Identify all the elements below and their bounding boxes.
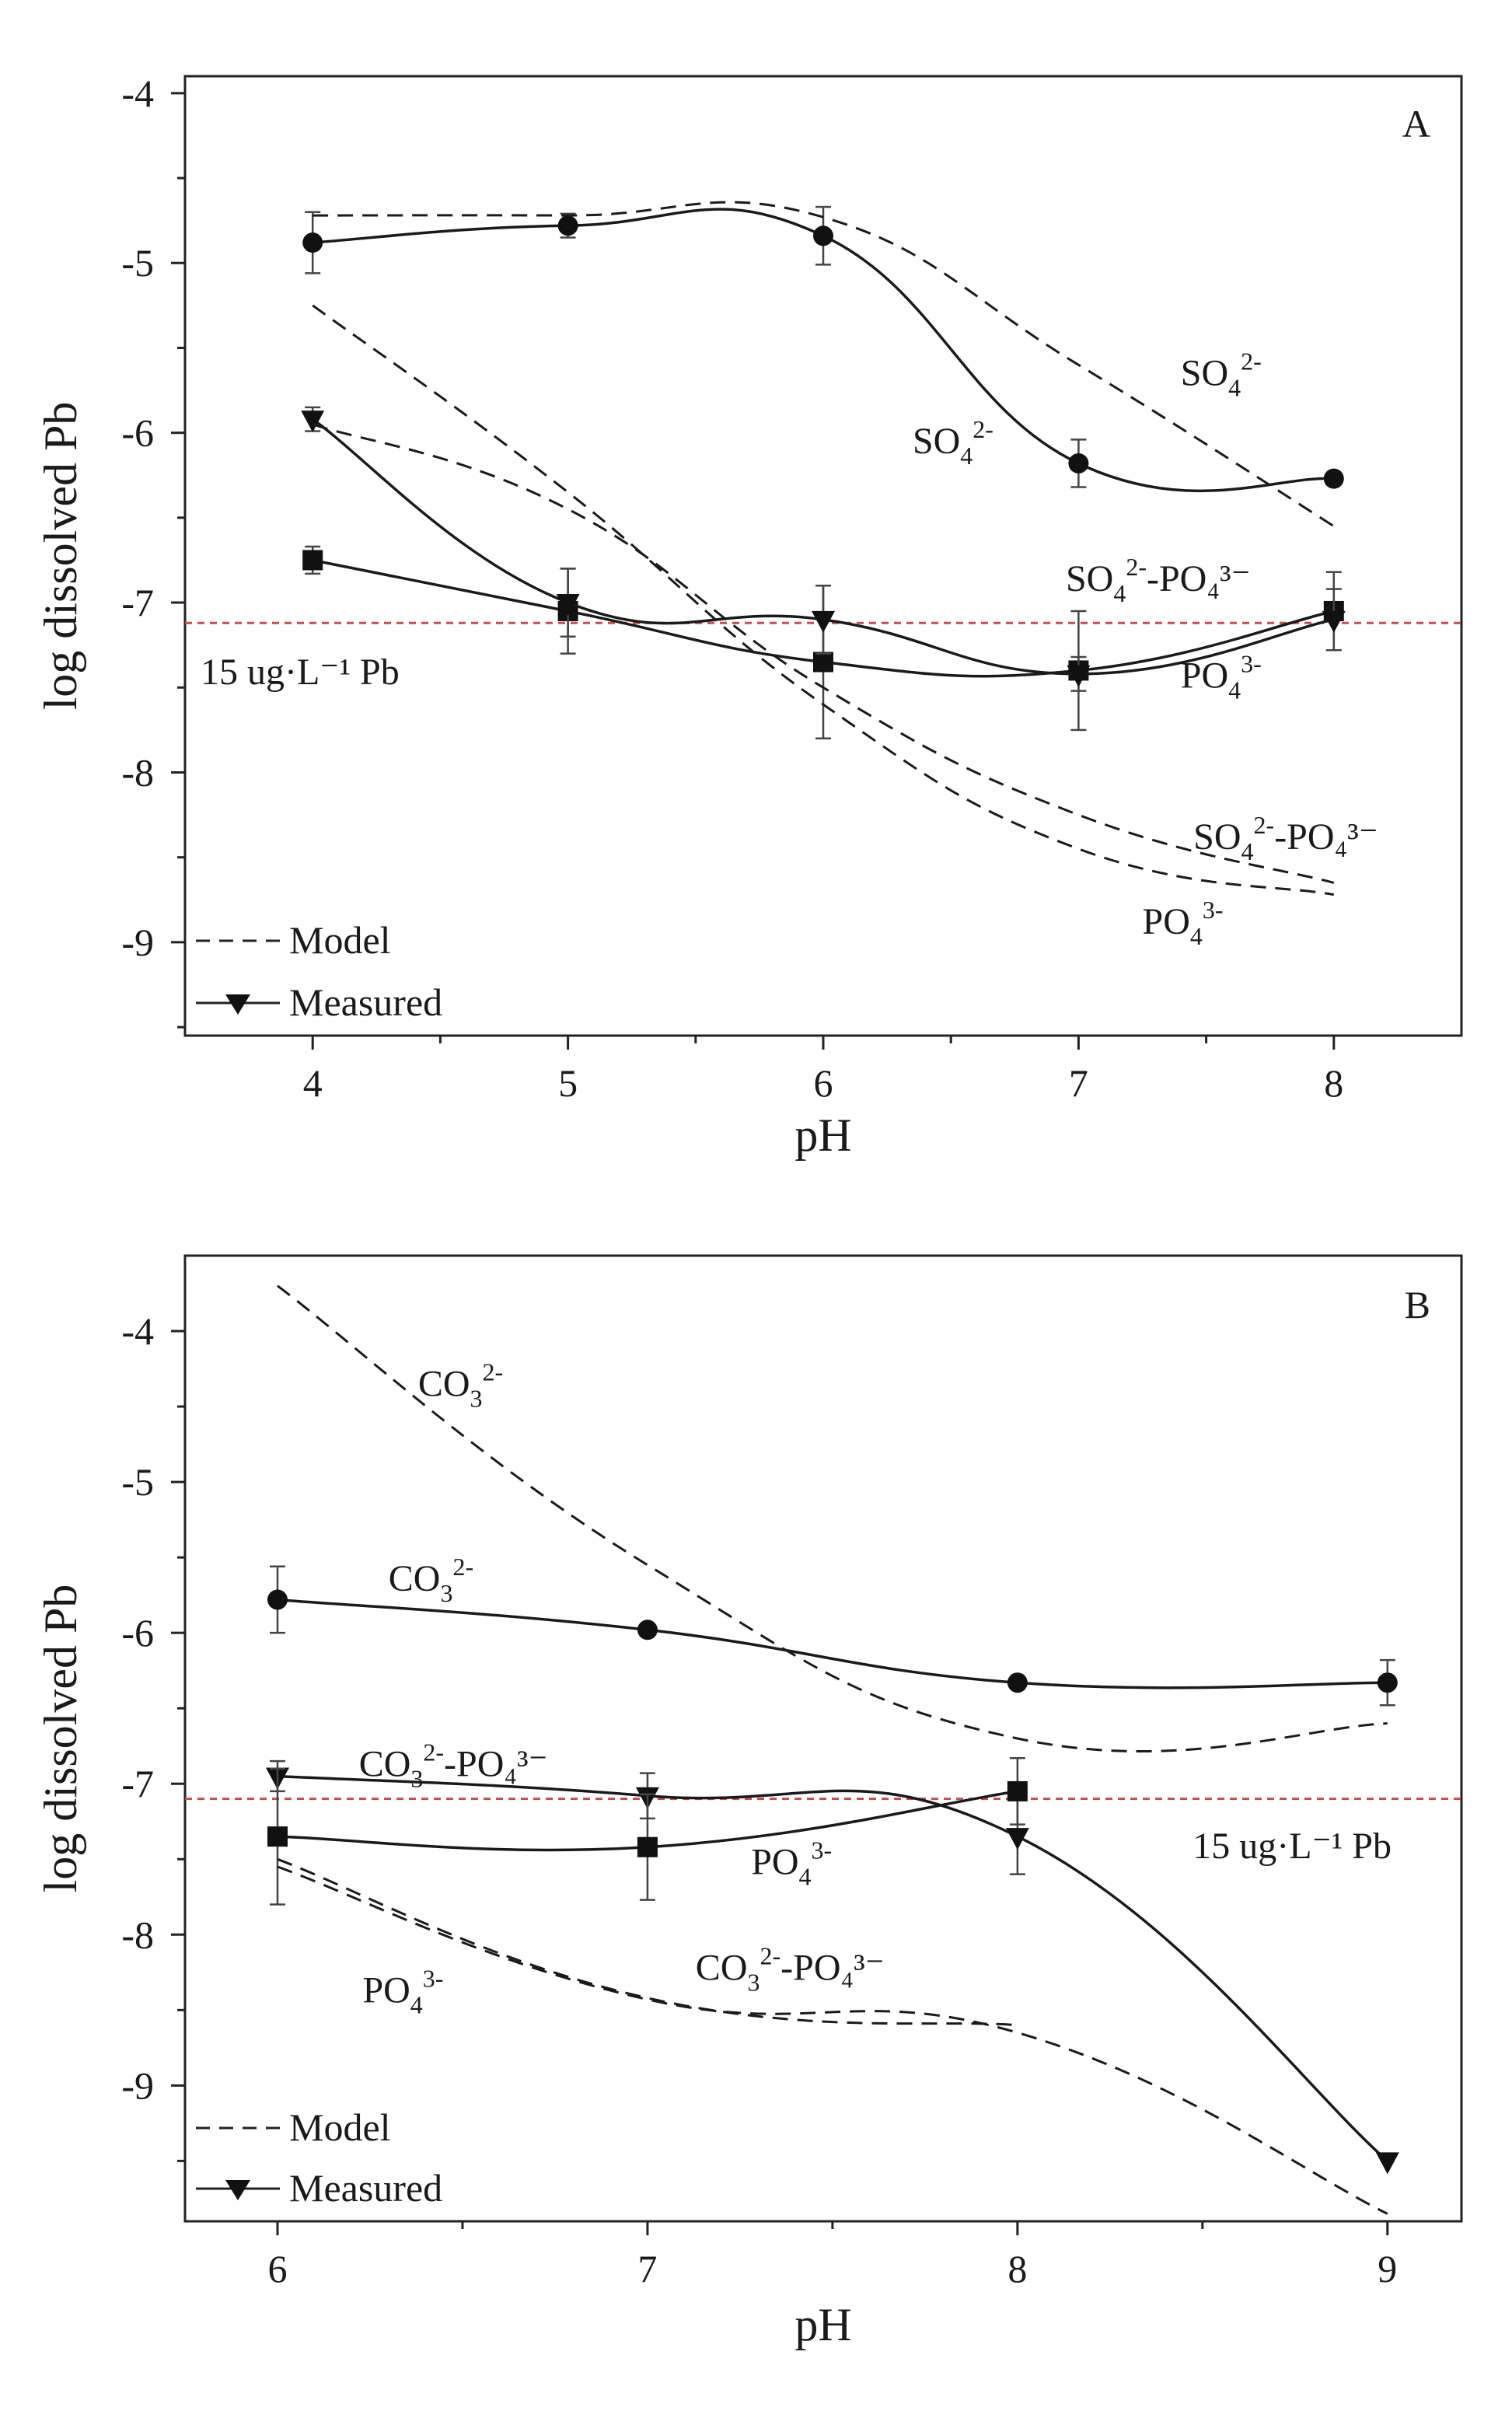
x-axis-title-a: pH bbox=[794, 1109, 851, 1161]
x-tick-label: 4 bbox=[303, 1061, 323, 1105]
x-tick-label: 5 bbox=[558, 1061, 578, 1105]
measured-line bbox=[277, 1774, 1388, 2162]
data-point-triangle bbox=[812, 610, 835, 633]
y-axis-title-a: log dissolved Pb bbox=[35, 402, 86, 711]
legend-measured-marker-b bbox=[225, 2180, 250, 2200]
panel-label-b: B bbox=[1405, 1283, 1430, 1326]
panel-label-a: A bbox=[1402, 102, 1430, 145]
reference-label-b: 15 ug·L⁻¹ Pb bbox=[1192, 1826, 1392, 1867]
data-point-square bbox=[813, 652, 833, 673]
annotations-a: SO42- SO42- SO42--PO₄³⁻ PO43- SO42--PO₄³⁻ PO4… bbox=[913, 348, 1378, 950]
series-annotation: PO43- bbox=[751, 1836, 832, 1891]
series-annotation: CO32- bbox=[418, 1357, 503, 1412]
y-axis-title-b: log dissolved Pb bbox=[35, 1585, 86, 1893]
measured-line bbox=[277, 1598, 1388, 1689]
data-point-circle bbox=[1323, 468, 1344, 489]
legend-b: Model Measured bbox=[196, 2105, 442, 2210]
y-tick-label: -4 bbox=[121, 72, 154, 115]
series-annotation: SO42- bbox=[1181, 348, 1262, 402]
y-tick-label: -9 bbox=[121, 2063, 154, 2107]
data-point-circle bbox=[1007, 1672, 1028, 1693]
data-point-square bbox=[267, 1826, 288, 1847]
x-tick-label: 6 bbox=[814, 1061, 833, 1105]
series-annotation: PO43- bbox=[362, 1965, 443, 2019]
legend-model-label-a: Model bbox=[289, 918, 391, 962]
series-annotation: CO32- bbox=[389, 1553, 473, 1607]
data-point-triangle bbox=[1322, 610, 1346, 633]
data-point-square bbox=[302, 550, 323, 571]
data-point-circle bbox=[1377, 1672, 1398, 1693]
ticks-a: 4 5 6 7 8 -9 -8 -7 -6 -5 -4 bbox=[121, 72, 1343, 1105]
legend-measured-label-b: Measured bbox=[289, 2166, 442, 2210]
series-annotation: PO43- bbox=[1181, 649, 1262, 704]
data-point-circle bbox=[637, 1620, 658, 1641]
data-point-circle bbox=[267, 1589, 288, 1610]
panel-a: A 15 ug·L⁻¹ Pb 4 5 6 7 8-9-8-7-6-5-4 SO42-SO… bbox=[35, 72, 1463, 1161]
y-tick-label: -9 bbox=[121, 921, 154, 964]
x-tick-label: 8 bbox=[1324, 1061, 1343, 1105]
x-tick-label: 6 bbox=[267, 2247, 287, 2290]
data-point-triangle bbox=[1067, 665, 1091, 687]
plot-frame-b bbox=[183, 1254, 1463, 2223]
model-line bbox=[312, 423, 1335, 884]
annotations-b: CO32- CO32- CO32--PO₄³⁻ PO43- PO43- CO32--PO₄… bbox=[359, 1357, 885, 2018]
data-point-circle bbox=[813, 225, 833, 246]
model-line bbox=[312, 304, 1335, 896]
model-line bbox=[277, 1284, 1388, 1753]
data-point-circle bbox=[302, 232, 323, 253]
y-tick-label: -5 bbox=[121, 1460, 154, 1504]
data-point-circle bbox=[557, 215, 578, 236]
series-annotation: SO42--PO₄³⁻ bbox=[1066, 553, 1251, 607]
model-line bbox=[313, 201, 1335, 528]
series-annotation: CO32--PO₄³⁻ bbox=[359, 1738, 548, 1793]
series-layer-b bbox=[265, 1284, 1399, 2215]
y-tick-label: -6 bbox=[121, 411, 154, 455]
data-point-square bbox=[1007, 1780, 1028, 1801]
y-tick-label: -7 bbox=[121, 581, 154, 624]
reference-label-a: 15 ug·L⁻¹ Pb bbox=[201, 652, 400, 693]
y-tick-label: -4 bbox=[121, 1309, 154, 1353]
data-point-triangle bbox=[1005, 1828, 1029, 1850]
data-point-triangle bbox=[556, 594, 580, 617]
x-tick-label: 9 bbox=[1378, 2247, 1397, 2290]
panel-b: B 15 ug·L⁻¹ Pb 6 7 8 9-9-8-7-6-5-4 CO32-CO3… bbox=[35, 1254, 1463, 2350]
x-tick-label: 8 bbox=[1007, 2247, 1027, 2290]
x-axis-title-b: pH bbox=[794, 2299, 851, 2350]
data-point-square bbox=[637, 1836, 658, 1857]
model-line bbox=[277, 1857, 1018, 2027]
model-line bbox=[277, 1865, 1388, 2215]
data-point-circle bbox=[1068, 452, 1089, 473]
series-annotation: PO43- bbox=[1143, 896, 1224, 950]
y-tick-label: -6 bbox=[121, 1611, 154, 1655]
series-annotation: CO32--PO₄³⁻ bbox=[696, 1942, 885, 1997]
series-annotation: SO42- bbox=[913, 415, 993, 470]
legend-measured-marker-a bbox=[225, 994, 250, 1015]
data-point-triangle bbox=[1375, 2152, 1399, 2175]
data-point-triangle bbox=[301, 411, 325, 433]
legend-measured-label-a: Measured bbox=[289, 980, 442, 1024]
y-tick-label: -5 bbox=[121, 241, 154, 285]
x-tick-label: 7 bbox=[637, 2247, 657, 2290]
y-tick-label: -7 bbox=[121, 1762, 154, 1805]
measured-line bbox=[312, 418, 1335, 676]
series-layer-a bbox=[301, 201, 1346, 896]
legend-model-label-b: Model bbox=[289, 2105, 391, 2149]
y-tick-label: -8 bbox=[121, 1913, 154, 1956]
y-tick-label: -8 bbox=[121, 750, 154, 794]
ticks-b: 6 7 8 9 -9 -8 -7 -6 -5 -4 bbox=[121, 1309, 1397, 2290]
series-annotation: SO42--PO₄³⁻ bbox=[1193, 811, 1378, 865]
x-tick-label: 7 bbox=[1069, 1061, 1088, 1105]
legend-a: Model Measured bbox=[196, 918, 442, 1024]
